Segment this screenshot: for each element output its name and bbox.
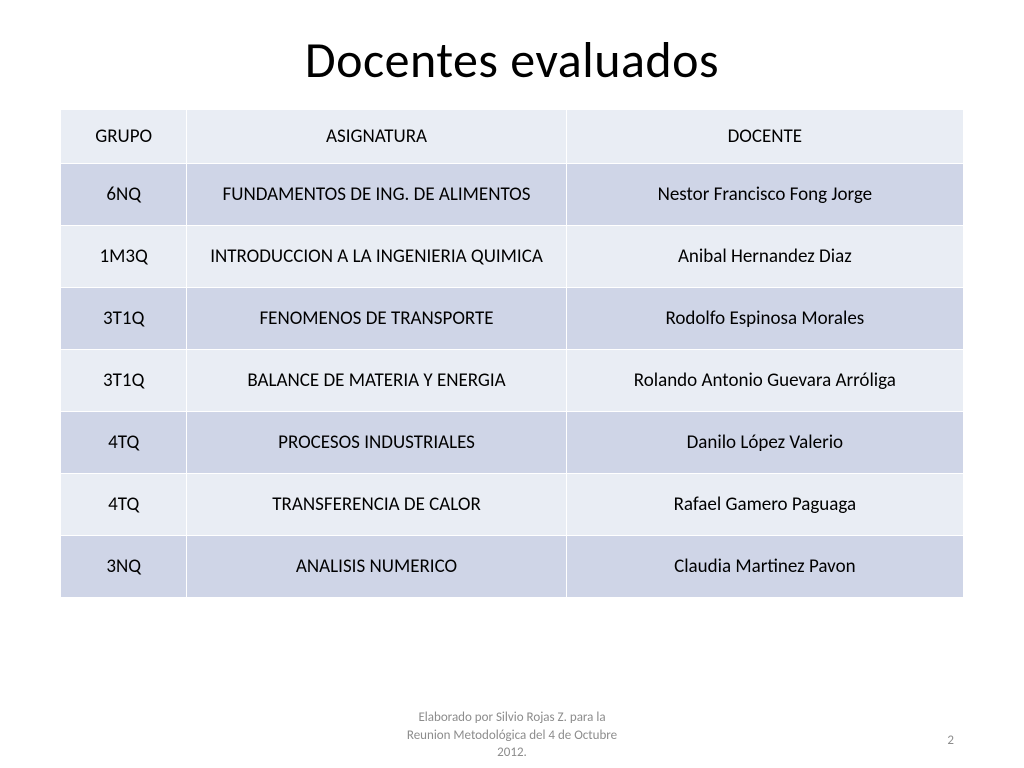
table-row: 4TQ PROCESOS INDUSTRIALES Danilo López V… xyxy=(61,412,964,474)
cell-asignatura: PROCESOS INDUSTRIALES xyxy=(187,412,566,474)
table-row: 6NQ FUNDAMENTOS DE ING. DE ALIMENTOS Nes… xyxy=(61,164,964,226)
cell-grupo: 1M3Q xyxy=(61,226,187,288)
cell-docente: Claudia Martinez Pavon xyxy=(566,536,963,598)
table-row: 3T1Q FENOMENOS DE TRANSPORTE Rodolfo Esp… xyxy=(61,288,964,350)
page-number: 2 xyxy=(947,733,954,748)
cell-grupo: 3T1Q xyxy=(61,288,187,350)
cell-asignatura: ANALISIS NUMERICO xyxy=(187,536,566,598)
table-row: 4TQ TRANSFERENCIA DE CALOR Rafael Gamero… xyxy=(61,474,964,536)
table-row: 3NQ ANALISIS NUMERICO Claudia Martinez P… xyxy=(61,536,964,598)
cell-docente: Nestor Francisco Fong Jorge xyxy=(566,164,963,226)
footer-line2: Reunion Metodológica del 4 de Octubre xyxy=(407,728,617,743)
cell-docente: Rodolfo Espinosa Morales xyxy=(566,288,963,350)
cell-docente: Rafael Gamero Paguaga xyxy=(566,474,963,536)
footer-credit: Elaborado por Silvio Rojas Z. para la Re… xyxy=(0,709,1024,762)
cell-asignatura: INTRODUCCION A LA INGENIERIA QUIMICA xyxy=(187,226,566,288)
footer-line3: 2012. xyxy=(497,745,527,760)
col-header-grupo: GRUPO xyxy=(61,110,187,164)
slide: Docentes evaluados GRUPO ASIGNATURA DOCE… xyxy=(0,0,1024,768)
table-row: 3T1Q BALANCE DE MATERIA Y ENERGIA Roland… xyxy=(61,350,964,412)
cell-grupo: 6NQ xyxy=(61,164,187,226)
cell-grupo: 3NQ xyxy=(61,536,187,598)
cell-docente: Anibal Hernandez Diaz xyxy=(566,226,963,288)
cell-docente: Rolando Antonio Guevara Arróliga xyxy=(566,350,963,412)
cell-asignatura: BALANCE DE MATERIA Y ENERGIA xyxy=(187,350,566,412)
table-row: 1M3Q INTRODUCCION A LA INGENIERIA QUIMIC… xyxy=(61,226,964,288)
cell-asignatura: FUNDAMENTOS DE ING. DE ALIMENTOS xyxy=(187,164,566,226)
cell-grupo: 4TQ xyxy=(61,412,187,474)
col-header-asignatura: ASIGNATURA xyxy=(187,110,566,164)
page-title: Docentes evaluados xyxy=(305,30,719,91)
footer-line1: Elaborado por Silvio Rojas Z. para la xyxy=(418,710,605,725)
col-header-docente: DOCENTE xyxy=(566,110,963,164)
cell-asignatura: FENOMENOS DE TRANSPORTE xyxy=(187,288,566,350)
docentes-table: GRUPO ASIGNATURA DOCENTE 6NQ FUNDAMENTOS… xyxy=(60,109,964,598)
cell-grupo: 3T1Q xyxy=(61,350,187,412)
cell-asignatura: TRANSFERENCIA DE CALOR xyxy=(187,474,566,536)
cell-grupo: 4TQ xyxy=(61,474,187,536)
cell-docente: Danilo López Valerio xyxy=(566,412,963,474)
table-header-row: GRUPO ASIGNATURA DOCENTE xyxy=(61,110,964,164)
